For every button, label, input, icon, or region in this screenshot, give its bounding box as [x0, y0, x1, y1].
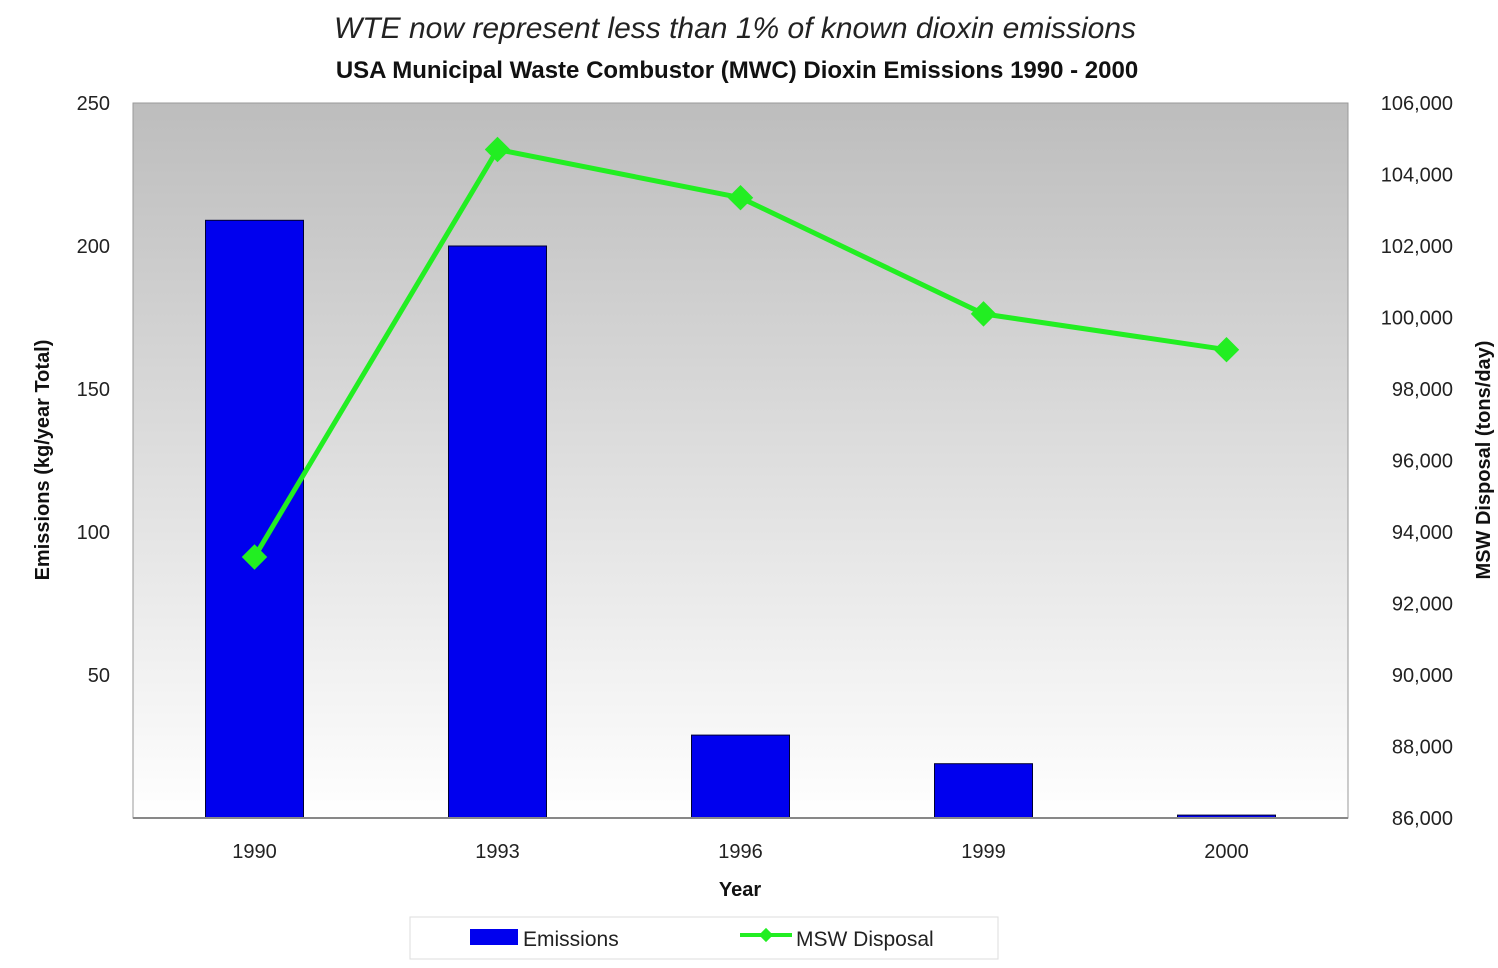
- legend: Emissions MSW Disposal: [409, 916, 999, 960]
- msw-point-1993: [484, 136, 511, 163]
- x-tick-label: 2000: [1204, 841, 1249, 863]
- x-ticks: 1990 1993 1996 1999 2000: [232, 841, 1249, 863]
- x-axis-label: Year: [719, 879, 761, 901]
- y2-tick-label: 92,000: [1392, 594, 1453, 616]
- x-tick-label: 1999: [961, 841, 1006, 863]
- right-y-ticks: 86,000 88,000 90,000 92,000 94,000 96,000 98,0…: [1381, 93, 1453, 830]
- y2-tick-label: 90,000: [1392, 665, 1453, 687]
- chart-subtitle: WTE now represent less than 1% of known …: [334, 12, 1136, 45]
- y2-tick-label: 104,000: [1381, 165, 1453, 187]
- y2-tick-label: 86,000: [1392, 808, 1453, 830]
- bar-1993: [448, 245, 547, 819]
- y-tick-label: 150: [77, 379, 110, 401]
- y-axis-label: Emissions (kg/year Total): [32, 340, 54, 581]
- bar-1996: [691, 734, 790, 819]
- msw-point-1990: [241, 544, 268, 570]
- y2-tick-label: 100,000: [1381, 308, 1453, 330]
- msw-point-1996: [727, 184, 754, 211]
- bar-1990: [205, 219, 304, 819]
- emissions-bars: [205, 219, 1276, 819]
- legend-emissions-swatch: [470, 929, 518, 945]
- left-y-ticks: 50 100 150 200 250: [77, 93, 110, 687]
- msw-disposal-line: [241, 136, 1240, 570]
- y2-tick-label: 94,000: [1392, 522, 1453, 544]
- x-tick-label: 1993: [475, 841, 520, 863]
- bar-1999: [934, 763, 1033, 819]
- x-tick-label: 1996: [718, 841, 763, 863]
- x-tick-label: 1990: [232, 841, 277, 863]
- y-tick-label: 100: [77, 522, 110, 544]
- y2-tick-label: 98,000: [1392, 379, 1453, 401]
- y2-tick-label: 96,000: [1392, 451, 1453, 473]
- y2-tick-label: 106,000: [1381, 93, 1453, 115]
- chart-title: USA Municipal Waste Combustor (MWC) Diox…: [336, 57, 1138, 84]
- y-tick-label: 250: [77, 93, 110, 115]
- legend-box: [409, 916, 999, 960]
- y2-tick-label: 88,000: [1392, 737, 1453, 759]
- y-tick-label: 50: [88, 665, 110, 687]
- legend-emissions-label: Emissions: [523, 928, 619, 951]
- y-tick-label: 200: [77, 236, 110, 258]
- legend-msw-marker: [758, 927, 774, 943]
- legend-msw-label: MSW Disposal: [796, 928, 934, 951]
- plot-area: [132, 102, 1349, 819]
- msw-point-1999: [970, 301, 997, 327]
- y2-tick-label: 102,000: [1381, 236, 1453, 258]
- y2-axis-label: MSW Disposal (tons/day): [1473, 341, 1495, 580]
